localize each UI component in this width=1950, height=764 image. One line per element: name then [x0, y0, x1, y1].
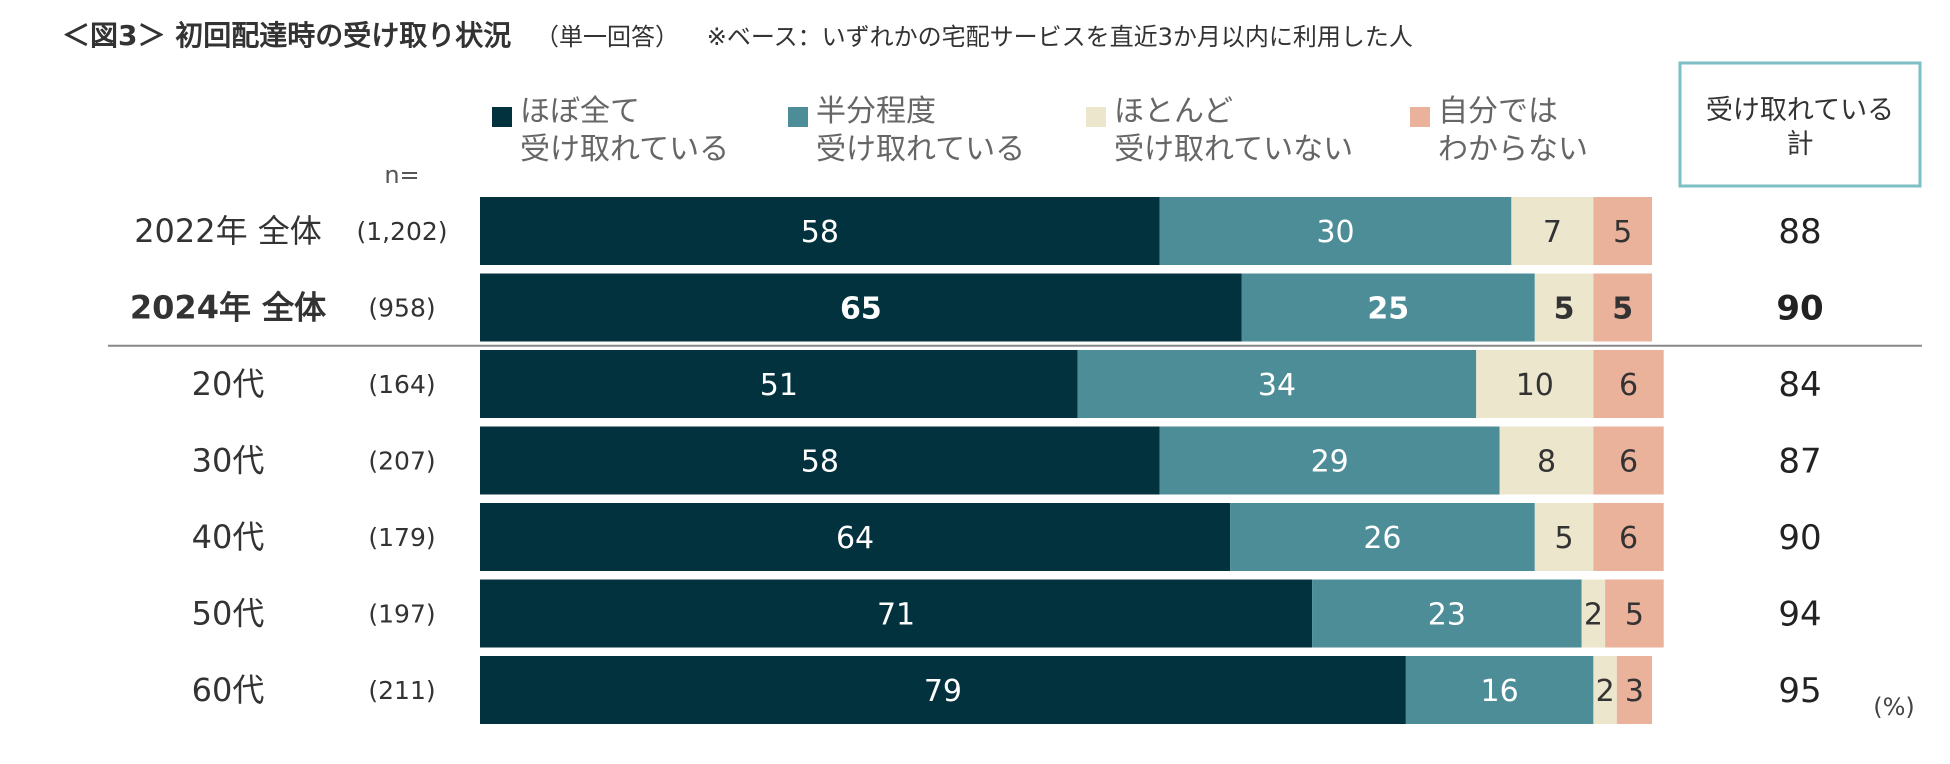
bar-value-label: 23: [1428, 598, 1466, 633]
bar-segment: [480, 273, 1242, 342]
row-total: 90: [1776, 289, 1823, 329]
bar-value-label: 64: [836, 521, 874, 556]
row-total: 94: [1778, 595, 1821, 635]
bar-value-label: 6: [1619, 368, 1638, 403]
row-total: 90: [1778, 518, 1821, 558]
row-n: (179): [368, 523, 435, 552]
row-total: 84: [1778, 365, 1821, 405]
bar-segment: [480, 656, 1406, 724]
row-label: 2022年 全体: [134, 212, 322, 250]
row-n: (164): [368, 370, 435, 399]
bar-value-label: 58: [801, 445, 839, 480]
row-total: 95: [1778, 671, 1821, 711]
total-header-box: [1678, 61, 1922, 188]
n-header: n=: [384, 161, 419, 189]
bar-segment: [1511, 197, 1594, 265]
bar-value-label: 5: [1625, 598, 1644, 633]
bar-segment: [480, 579, 1313, 648]
bar-segment: [480, 350, 1078, 418]
bar-segment: [1593, 197, 1652, 265]
bar-segment: [1312, 579, 1582, 648]
bar-segment: [1405, 656, 1594, 724]
row-total: 88: [1778, 212, 1821, 252]
bar-segment: [1159, 197, 1512, 265]
row-n: (207): [368, 447, 435, 476]
bar-value-label: 25: [1367, 292, 1409, 327]
bar-value-label: 3: [1625, 674, 1644, 709]
bar-segment: [1241, 273, 1535, 342]
legend-swatch-4: [1410, 107, 1430, 127]
row-n: (1,202): [356, 217, 447, 246]
bar-value-label: 29: [1311, 445, 1349, 480]
bar-value-label: 16: [1481, 674, 1519, 709]
bar-value-label: 6: [1619, 521, 1638, 556]
row-label: 20代: [192, 365, 265, 403]
title-main: ＜図3＞ 初回配達時の受け取り状況: [62, 19, 512, 52]
bar-value-label: 71: [877, 598, 915, 633]
title-note: ※ベース：いずれかの宅配サービスを直近3か月以内に利用した人: [706, 23, 1413, 51]
row-total: 87: [1778, 442, 1821, 482]
bar-value-label: 2: [1584, 598, 1603, 633]
bar-segment: [1593, 273, 1652, 342]
row-label: 60代: [192, 671, 265, 709]
bar-value-label: 51: [760, 368, 798, 403]
bar-value-label: 58: [801, 215, 839, 250]
row-n: (197): [368, 600, 435, 629]
bar-segment: [1593, 426, 1664, 495]
bar-value-label: 2: [1596, 674, 1615, 709]
bar-segment: [1593, 350, 1664, 418]
row-n: (211): [368, 676, 435, 705]
bar-segment: [1476, 350, 1594, 418]
bar-segment: [1593, 503, 1664, 571]
total-header-label: 受け取れている計: [1706, 95, 1894, 160]
bar-value-label: 34: [1258, 368, 1296, 403]
row-label: 40代: [192, 518, 265, 556]
bar-segment: [480, 426, 1160, 495]
legend-swatch-1: [492, 107, 512, 127]
bar-value-label: 5: [1612, 292, 1633, 327]
bar-segment: [480, 197, 1160, 265]
unit-label: (%): [1873, 693, 1915, 721]
bar-value-label: 26: [1363, 521, 1401, 556]
row-n: (958): [368, 294, 435, 323]
title-subtitle: （単一回答）: [534, 23, 679, 51]
bar-value-label: 65: [840, 292, 882, 327]
bar-segment: [1593, 656, 1617, 724]
bar-value-label: 5: [1554, 292, 1575, 327]
legend-swatch-3: [1086, 107, 1106, 127]
bar-segment: [1534, 503, 1594, 571]
row-label: 30代: [192, 442, 265, 480]
bar-segment: [1605, 579, 1664, 648]
bar-value-label: 30: [1316, 215, 1354, 250]
bar-value-label: 79: [924, 674, 962, 709]
bar-segment: [1581, 579, 1606, 648]
bar-segment: [1616, 656, 1652, 724]
chart-title: ＜図3＞ 初回配達時の受け取り状況 （単一回答） ※ベース：いずれかの宅配サービ…: [62, 14, 1413, 54]
legend-label-4: 自分ではわからない: [1438, 94, 1588, 167]
bar-value-label: 10: [1516, 368, 1554, 403]
legend-label-2: 半分程度受け取れている: [816, 94, 1025, 167]
bar-value-label: 5: [1613, 215, 1632, 250]
bar-value-label: 7: [1543, 215, 1562, 250]
bar-segment: [480, 503, 1231, 571]
legend-swatch-2: [788, 107, 808, 127]
row-label: 50代: [192, 595, 265, 633]
bar-value-label: 6: [1619, 445, 1638, 480]
bar-segment: [1159, 426, 1500, 495]
legend-label-3: ほとんど受け取れていない: [1114, 94, 1353, 167]
bar-value-label: 5: [1555, 521, 1574, 556]
legend-label-1: ほぼ全て受け取れている: [520, 94, 729, 167]
bar-segment: [1077, 350, 1477, 418]
bar-segment: [1230, 503, 1535, 571]
bar-value-label: 8: [1537, 445, 1556, 480]
bar-segment: [1499, 426, 1594, 495]
bar-segment: [1534, 273, 1594, 342]
row-label: 2024年 全体: [130, 289, 326, 327]
